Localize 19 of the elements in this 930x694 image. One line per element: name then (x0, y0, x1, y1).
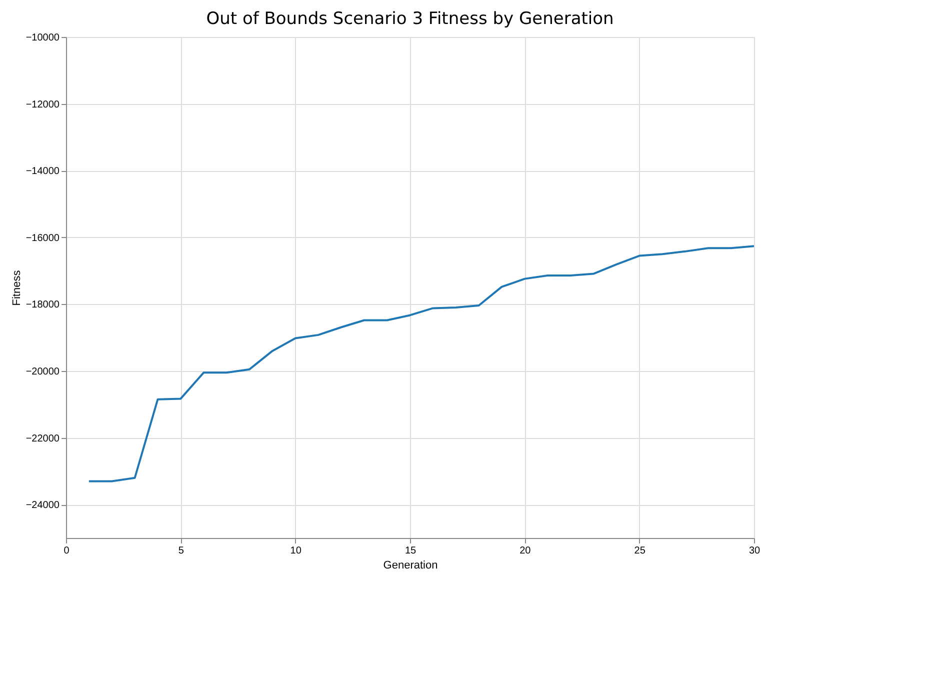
y-axis-title: Fitness (10, 270, 23, 306)
y-tick-label: −16000 (26, 232, 60, 244)
y-tick-label: −14000 (26, 166, 60, 178)
x-axis-title: Generation (383, 560, 438, 572)
y-tick-label: −10000 (26, 32, 60, 44)
x-tick-label: 5 (178, 546, 184, 556)
y-tick-label: −22000 (26, 433, 60, 444)
y-tick-label: −24000 (26, 500, 60, 512)
x-tick-label: 20 (520, 546, 532, 556)
line-series (88, 245, 754, 482)
x-tick-label: 30 (748, 546, 760, 556)
x-tick-label: 10 (290, 546, 302, 556)
y-tick-label: −20000 (26, 366, 60, 378)
y-tick-label: −18000 (26, 300, 60, 311)
y-tick-label: −12000 (26, 99, 60, 110)
x-tick-label: 0 (64, 546, 70, 556)
x-tick-label: 15 (404, 546, 416, 556)
x-tick-label: 25 (634, 546, 646, 556)
chart-title: Out of Bounds Scenario 3 Fitness by Generation (206, 9, 614, 29)
